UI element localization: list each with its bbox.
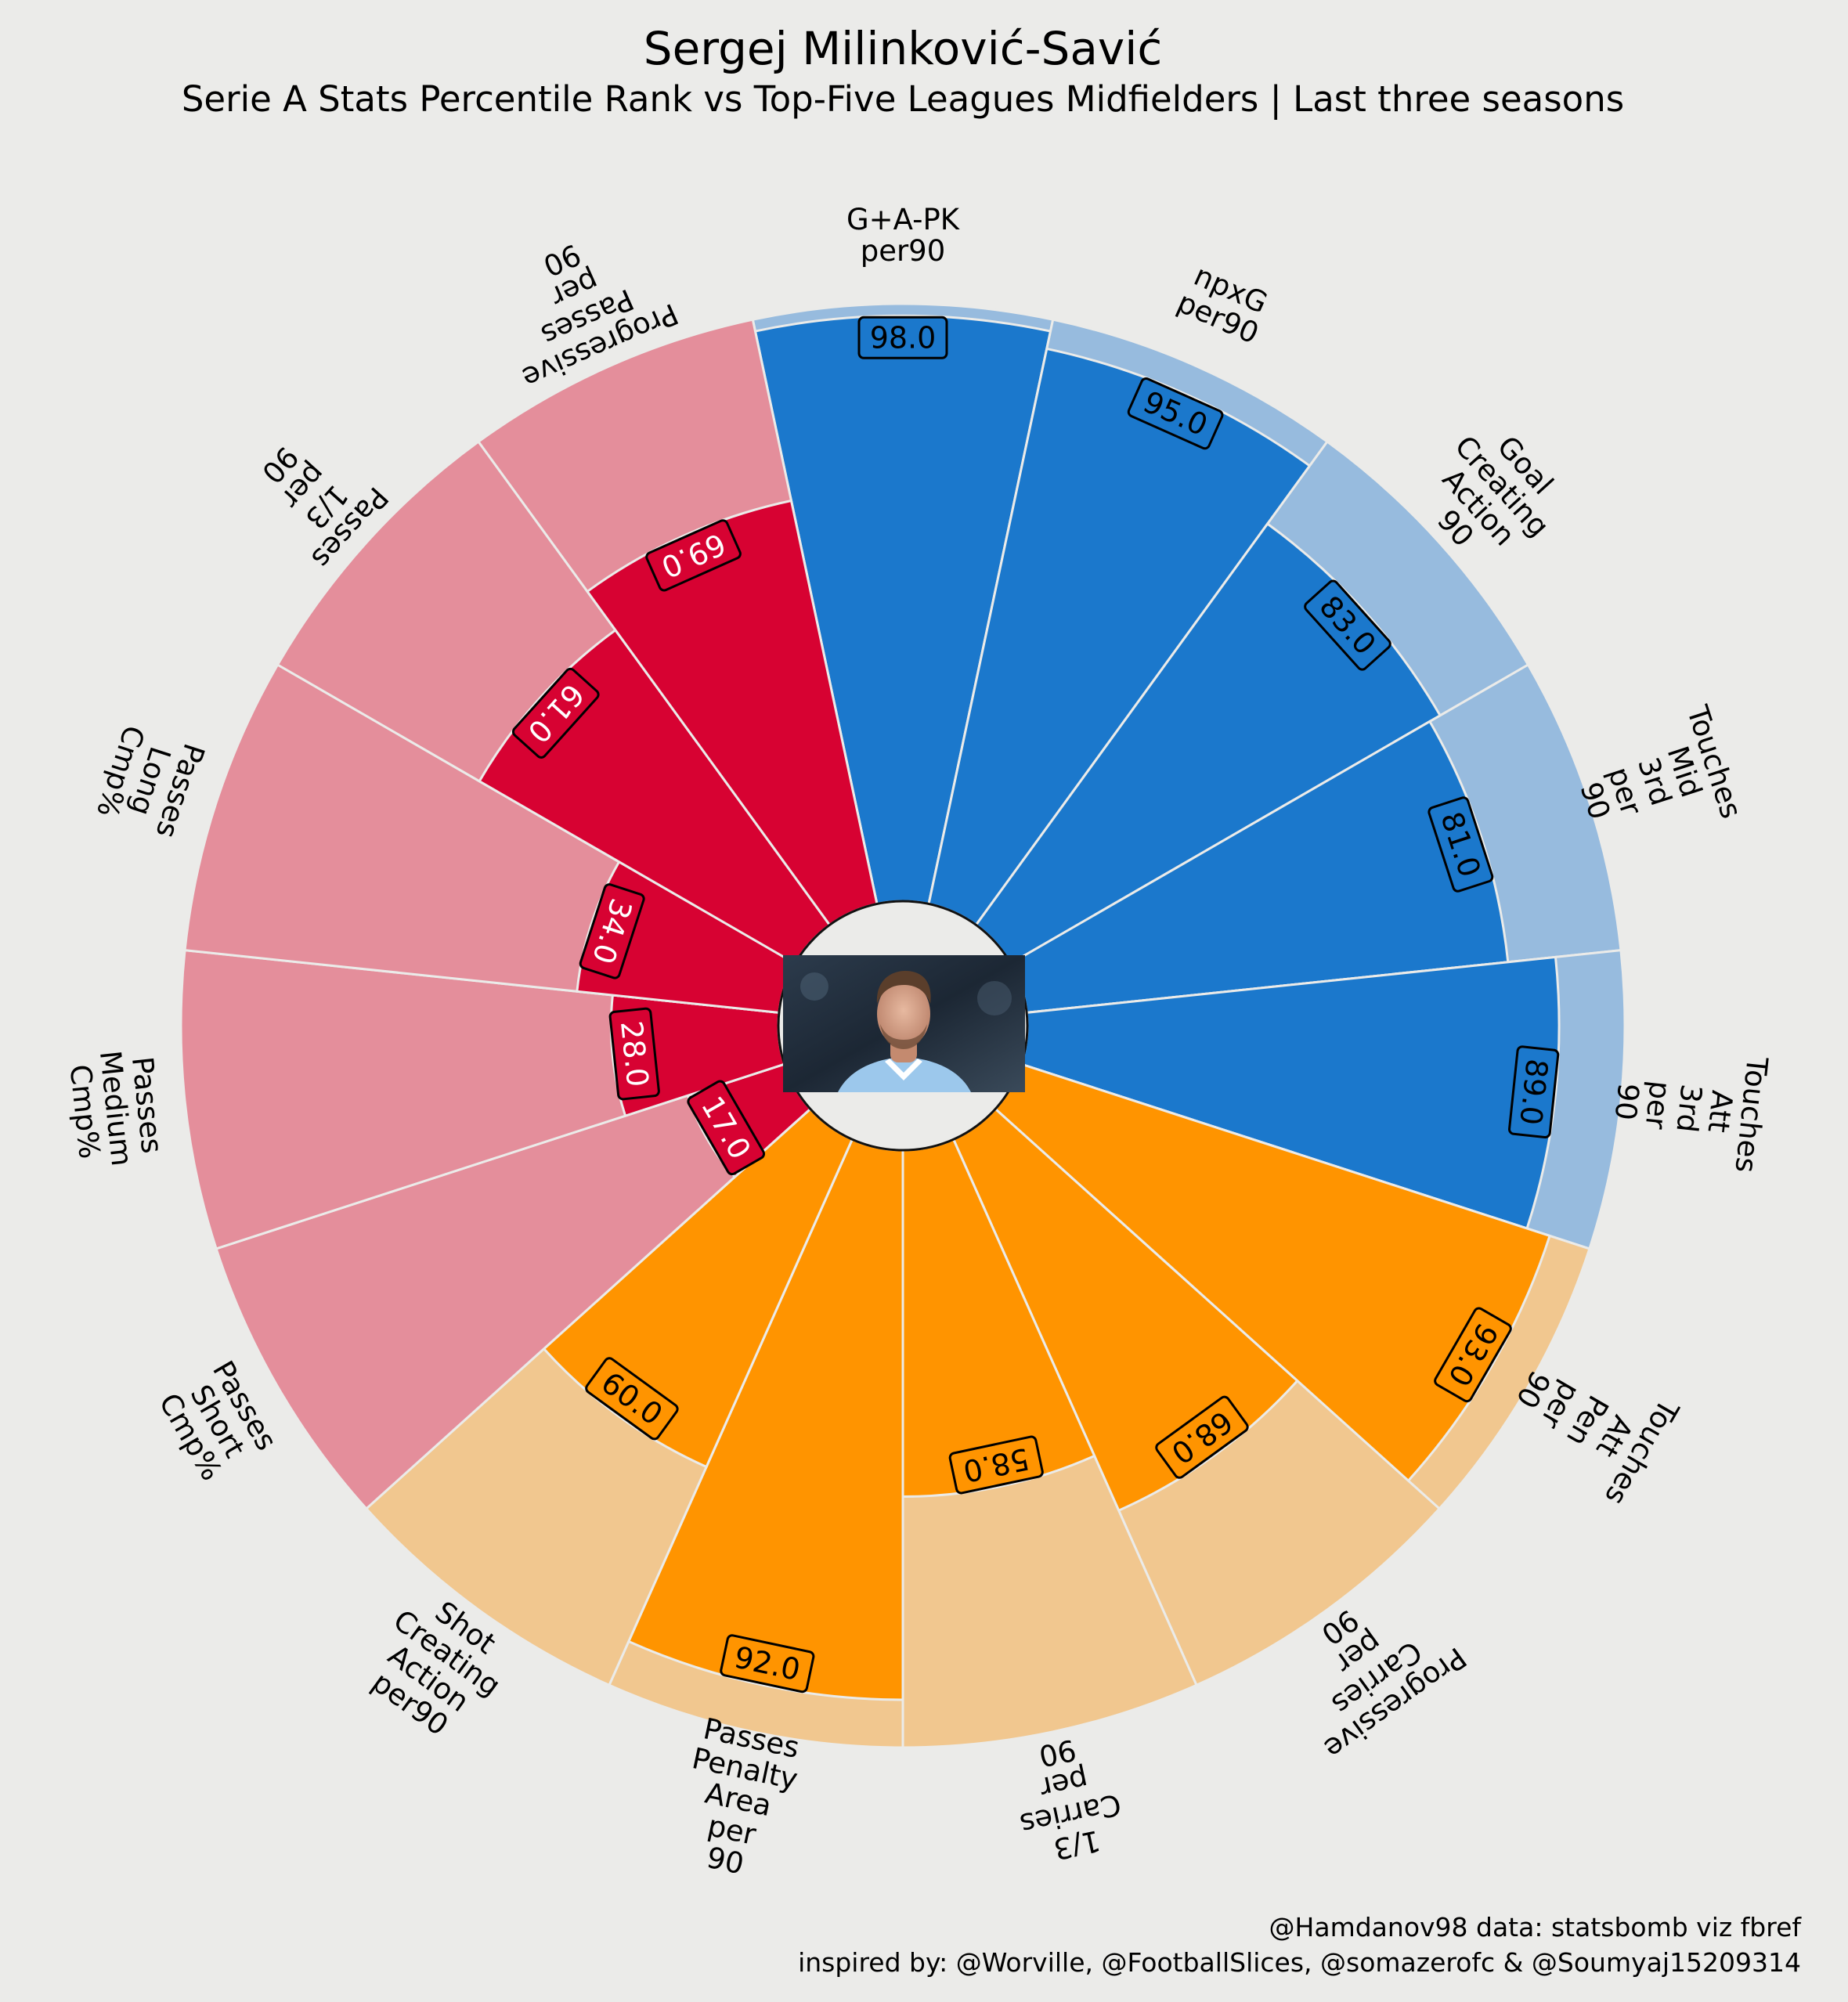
param-label-line: 3rd [1669, 1083, 1708, 1134]
photo-bokeh-light [977, 981, 1012, 1015]
value-label-text: 28.0 [614, 1019, 655, 1089]
value-label-box [645, 519, 742, 592]
chart-subtitle: Serie A Stats Percentile Rank vs Top-Fiv… [182, 78, 1624, 120]
photo-face [877, 980, 930, 1048]
player-photo [783, 955, 1025, 1092]
value-label-box [1127, 377, 1224, 450]
param-label-passes-penalty-area-per-90: PassesPenaltyAreaper90 [670, 1711, 807, 1888]
param-label-line: G+A-PK [846, 203, 961, 236]
value-label-box [511, 667, 600, 759]
credit-line-1: @Hamdanov98 data: statsbomb viz fbref [1269, 1912, 1803, 1942]
value-label-box [608, 1007, 660, 1101]
value-label-box [1434, 1307, 1512, 1403]
value-label-box [1155, 1395, 1249, 1479]
photo-shirt-collar [885, 1059, 922, 1080]
param-label-passes-medium-cmp: PassesMediumCmp% [62, 1046, 170, 1171]
value-label-box [1304, 579, 1391, 671]
param-label-line: per90 [861, 234, 946, 268]
param-label-line: 90 [1036, 1733, 1079, 1773]
value-label-box [948, 1435, 1044, 1495]
value-label-box [1508, 1045, 1560, 1138]
value-label-g-a-pk-per90: 98.0 [857, 316, 948, 359]
value-label-text: 98.0 [870, 320, 937, 355]
value-label-touches-att-3rd-per-90: 89.0 [1508, 1045, 1560, 1138]
value-label-text: 89.0 [1513, 1057, 1554, 1127]
param-label-line: 90 [704, 1841, 747, 1881]
value-label-1-3-carries-per-90: 58.0 [948, 1435, 1044, 1495]
chart-title: Sergej Milinković-Savić [644, 22, 1162, 75]
center-hub [777, 900, 1029, 1152]
param-label-line: per [1639, 1080, 1677, 1131]
param-label-g-a-pk-per90: G+A-PK per90 [846, 203, 961, 268]
param-label-line: Att [1702, 1089, 1739, 1134]
value-label-box [585, 1357, 679, 1441]
value-label-box [687, 1080, 766, 1176]
value-label-box [857, 316, 948, 359]
photo-beard [880, 1024, 927, 1049]
credit-line-2: inspired by: @Worville, @FootballSlices,… [798, 1947, 1801, 1978]
param-label-touches-att-3rd-per-90: TouchesAtt3rdper90 [1604, 1041, 1774, 1174]
param-label-line: 90 [1608, 1081, 1646, 1121]
value-label-box [720, 1634, 815, 1694]
value-label-box [579, 883, 645, 979]
value-label-passes-penalty-area-per-90: 92.0 [720, 1634, 815, 1694]
value-label-box [1428, 796, 1494, 893]
value-label-passes-medium-cmp: 28.0 [608, 1007, 660, 1101]
photo-hair [876, 971, 931, 1004]
photo-bokeh-light [800, 972, 828, 1001]
